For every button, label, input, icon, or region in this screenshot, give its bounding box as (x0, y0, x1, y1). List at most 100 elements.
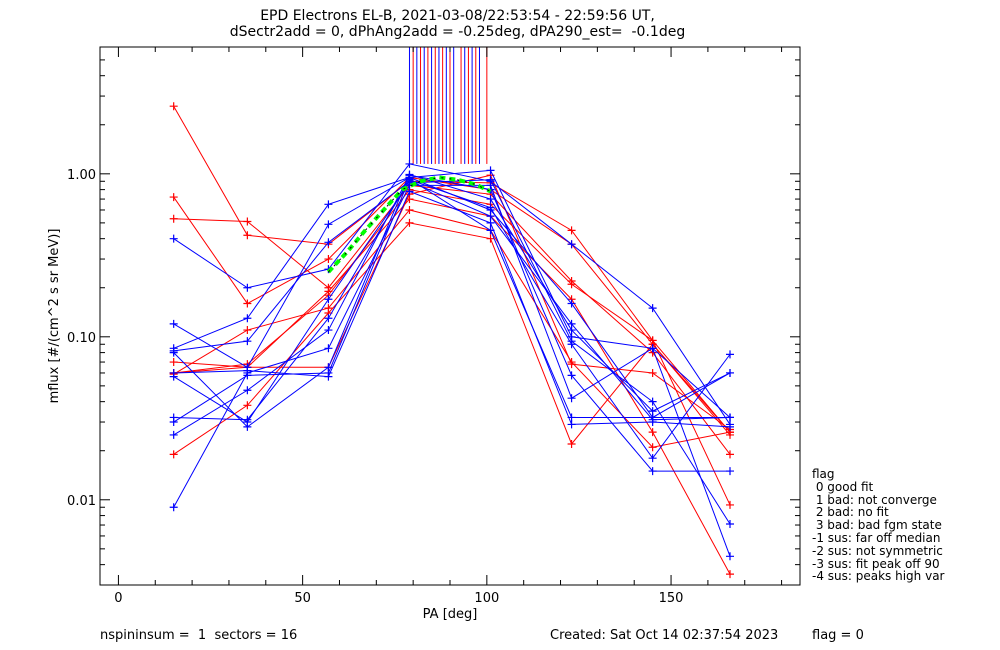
chart-title-line-1: EPD Electrons EL-B, 2021-03-08/22:53:54 … (260, 8, 655, 24)
legend-item: -4 sus: peaks high var (812, 569, 945, 584)
data-point-marker (169, 430, 178, 439)
data-point-marker (486, 212, 495, 221)
data-point-marker (169, 234, 178, 243)
data-point-marker (243, 217, 252, 226)
data-point-marker (324, 326, 333, 335)
spikes-layer (408, 47, 488, 164)
data-point-marker (405, 170, 414, 179)
data-point-marker (243, 326, 252, 335)
chart-title-line-2: dSectr2add = 0, dPhAng2add = -0.25deg, d… (229, 24, 686, 40)
data-point-marker (486, 166, 495, 175)
y-tick-label: 0.10 (67, 331, 96, 346)
series-line-red (173, 198, 731, 575)
data-point-marker (169, 102, 178, 111)
legend-item: -1 sus: far off median (812, 530, 941, 545)
series-line-blue (173, 174, 730, 472)
data-point-marker (726, 422, 734, 431)
data-point-marker (486, 218, 495, 227)
data-point-marker (567, 299, 576, 308)
data-point-marker (169, 450, 178, 459)
series-line-blue (173, 176, 731, 419)
axis-layer: 0 50 100 150 0.01 0.10 1.00 PA [deg] mflux [#/(c… (47, 46, 800, 622)
data-point-marker (726, 450, 734, 459)
data-point-marker (405, 187, 414, 196)
data-point-marker (726, 520, 734, 529)
data-point-marker (648, 344, 657, 353)
data-point-marker (567, 420, 576, 429)
x-axis-label: PA [deg] (423, 607, 478, 622)
data-point-marker (324, 344, 333, 353)
data-point-marker (243, 415, 252, 424)
series-line-red (173, 174, 731, 430)
data-point-marker (567, 360, 576, 369)
series-line-blue (173, 184, 731, 508)
data-point-marker (324, 220, 333, 229)
data-point-marker (243, 401, 252, 410)
x-tick-label: 150 (659, 591, 684, 606)
data-point-marker (726, 413, 734, 422)
data-point-marker (324, 295, 333, 304)
legend-title: flag (812, 467, 835, 481)
data-point-marker (324, 372, 333, 381)
data-point-marker (169, 358, 178, 367)
data-point-marker (648, 443, 657, 452)
legend-item: 2 bad: no fit (812, 505, 889, 520)
data-point-marker (567, 226, 576, 235)
footer-spin-info: nspininsum = 1 sectors = 16 (100, 628, 298, 643)
data-point-marker (169, 319, 178, 328)
data-point-marker (405, 159, 414, 168)
data-point-marker (324, 200, 333, 209)
data-point-marker (169, 368, 178, 377)
data-point-marker (648, 304, 657, 313)
data-point-marker (324, 238, 333, 247)
data-point-marker (648, 428, 657, 437)
series-line-red (173, 176, 731, 436)
y-tick-label: 1.00 (67, 168, 96, 183)
data-point-marker (648, 407, 657, 416)
series-line-blue (173, 190, 731, 428)
data-point-marker (726, 500, 734, 509)
data-point-marker (648, 397, 657, 406)
data-point-marker (324, 314, 333, 323)
series-line-red (173, 209, 731, 448)
fit-curve-dots (328, 176, 491, 273)
data-point-marker (169, 214, 178, 223)
fit-layer (326, 175, 492, 274)
data-point-marker (486, 195, 495, 204)
data-point-marker (243, 231, 252, 240)
data-point-marker (243, 386, 252, 395)
data-point-marker (567, 326, 576, 335)
series-line-blue (173, 180, 731, 421)
footer-created: Created: Sat Oct 14 02:37:54 2023 (550, 628, 779, 643)
series-line-red (173, 189, 731, 506)
data-point-marker (169, 503, 178, 512)
data-point-marker (486, 234, 495, 243)
data-point-marker (324, 287, 333, 296)
y-tick-label: 0.01 (67, 494, 96, 509)
x-tick-label: 50 (294, 591, 311, 606)
data-point-marker (243, 366, 252, 375)
data-point-marker (169, 193, 178, 202)
legend-item: -2 sus: not symmetric (812, 543, 943, 558)
data-point-marker (169, 348, 178, 357)
data-point-marker (726, 350, 734, 359)
data-point-marker (726, 368, 734, 377)
series-layer (169, 102, 734, 579)
data-point-marker (726, 570, 734, 579)
series-line-blue (173, 163, 731, 425)
data-point-marker (243, 283, 252, 292)
data-point-marker (405, 218, 414, 227)
data-point-marker (567, 371, 576, 380)
data-point-marker (567, 394, 576, 403)
data-point-marker (648, 368, 657, 377)
x-tick-label: 0 (114, 591, 122, 606)
data-point-marker (486, 181, 495, 190)
legend-item: 1 bad: not converge (812, 492, 937, 507)
data-point-marker (648, 467, 657, 476)
footer-flag: flag = 0 (812, 628, 864, 643)
data-point-marker (324, 255, 333, 264)
data-point-marker (405, 205, 414, 214)
series-line-blue (173, 178, 730, 423)
data-point-marker (567, 340, 576, 349)
